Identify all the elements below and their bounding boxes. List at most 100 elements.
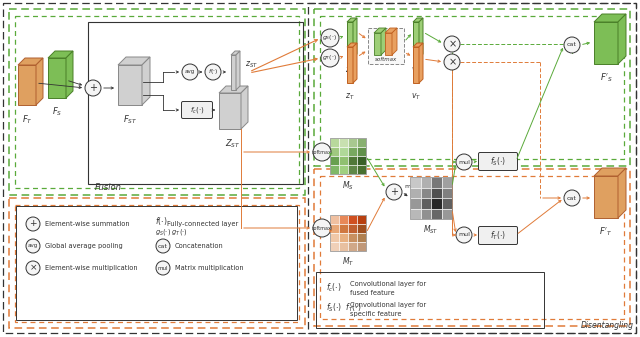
Polygon shape xyxy=(419,43,423,83)
Bar xyxy=(339,233,348,242)
Text: $v_T$: $v_T$ xyxy=(411,91,421,101)
Bar xyxy=(410,177,420,187)
Bar xyxy=(330,165,339,174)
Bar xyxy=(348,165,357,174)
Text: $g_T(\cdot)$: $g_T(\cdot)$ xyxy=(323,54,337,62)
Polygon shape xyxy=(347,18,357,22)
Circle shape xyxy=(313,219,331,237)
Text: $f_c(\cdot)$: $f_c(\cdot)$ xyxy=(189,105,204,115)
Text: $f_S(\cdot)$: $f_S(\cdot)$ xyxy=(490,155,506,168)
Polygon shape xyxy=(385,33,392,55)
Bar xyxy=(320,176,624,319)
Text: softmax: softmax xyxy=(375,57,397,62)
Bar xyxy=(420,198,431,209)
Circle shape xyxy=(456,154,472,170)
Text: $M_{ST}$: $M_{ST}$ xyxy=(423,224,439,237)
Polygon shape xyxy=(231,51,240,55)
Polygon shape xyxy=(66,51,73,98)
FancyBboxPatch shape xyxy=(479,153,518,171)
Text: $M_S$: $M_S$ xyxy=(342,179,354,191)
Polygon shape xyxy=(413,18,423,22)
Bar xyxy=(339,224,348,233)
Text: softmax: softmax xyxy=(312,225,332,231)
Text: $M_T$: $M_T$ xyxy=(342,256,354,269)
Text: Disentangling: Disentangling xyxy=(581,321,634,330)
Circle shape xyxy=(456,227,472,243)
Bar xyxy=(357,233,366,242)
Bar xyxy=(314,9,630,166)
Polygon shape xyxy=(347,47,353,83)
Text: $\times$: $\times$ xyxy=(29,263,37,273)
Text: Global average pooling: Global average pooling xyxy=(45,243,123,249)
Polygon shape xyxy=(594,22,618,64)
Bar xyxy=(330,215,339,224)
Bar xyxy=(442,187,452,198)
Polygon shape xyxy=(419,18,423,58)
Polygon shape xyxy=(118,65,142,105)
Bar xyxy=(357,156,366,165)
Bar xyxy=(410,187,420,198)
Bar xyxy=(442,198,452,209)
Bar xyxy=(339,215,348,224)
Text: $f(\cdot)$: $f(\cdot)$ xyxy=(208,67,218,76)
Text: +: + xyxy=(390,187,398,197)
Text: $g_S(\cdot)$: $g_S(\cdot)$ xyxy=(323,33,337,42)
Circle shape xyxy=(156,261,170,275)
Text: Matrix multiplication: Matrix multiplication xyxy=(175,265,244,271)
Polygon shape xyxy=(241,86,248,129)
Bar xyxy=(410,209,420,219)
Polygon shape xyxy=(385,28,397,33)
Bar xyxy=(88,22,303,184)
Text: cat: cat xyxy=(567,42,577,48)
Bar xyxy=(330,224,339,233)
Bar xyxy=(339,138,348,147)
Circle shape xyxy=(321,29,339,47)
Polygon shape xyxy=(594,176,618,218)
Circle shape xyxy=(564,37,580,53)
Circle shape xyxy=(444,36,460,52)
Bar xyxy=(9,198,305,328)
Text: mul: mul xyxy=(458,159,470,164)
Bar xyxy=(15,205,299,322)
Text: Fully-connected layer: Fully-connected layer xyxy=(167,221,238,227)
Polygon shape xyxy=(118,57,150,65)
Polygon shape xyxy=(18,65,36,105)
Text: $\times$: $\times$ xyxy=(447,39,456,49)
Polygon shape xyxy=(618,14,626,64)
Polygon shape xyxy=(219,93,241,129)
Polygon shape xyxy=(374,28,386,33)
Circle shape xyxy=(386,184,402,200)
Polygon shape xyxy=(392,28,397,55)
Text: $\times$: $\times$ xyxy=(447,57,456,67)
Polygon shape xyxy=(381,28,386,55)
Polygon shape xyxy=(353,43,357,83)
Bar xyxy=(339,156,348,165)
FancyBboxPatch shape xyxy=(182,101,212,119)
Bar xyxy=(15,16,299,188)
Circle shape xyxy=(182,64,198,80)
Bar xyxy=(368,28,404,64)
Text: +: + xyxy=(29,219,36,228)
Text: Element-wise summation: Element-wise summation xyxy=(45,221,130,227)
Bar xyxy=(442,209,452,219)
Polygon shape xyxy=(347,22,353,58)
Circle shape xyxy=(205,64,221,80)
Bar xyxy=(339,147,348,156)
Bar xyxy=(330,138,366,174)
Bar xyxy=(431,198,442,209)
Text: Element-wise multiplication: Element-wise multiplication xyxy=(45,265,138,271)
Bar xyxy=(330,156,339,165)
Circle shape xyxy=(313,143,331,161)
Polygon shape xyxy=(594,168,626,176)
Circle shape xyxy=(564,190,580,206)
Circle shape xyxy=(26,217,40,231)
Bar xyxy=(357,215,366,224)
Bar xyxy=(320,16,624,159)
Bar xyxy=(357,224,366,233)
Text: avg: avg xyxy=(28,244,38,248)
Bar xyxy=(431,177,442,187)
Bar xyxy=(330,215,366,251)
Circle shape xyxy=(26,239,40,253)
Bar xyxy=(420,209,431,219)
Bar xyxy=(442,177,452,187)
